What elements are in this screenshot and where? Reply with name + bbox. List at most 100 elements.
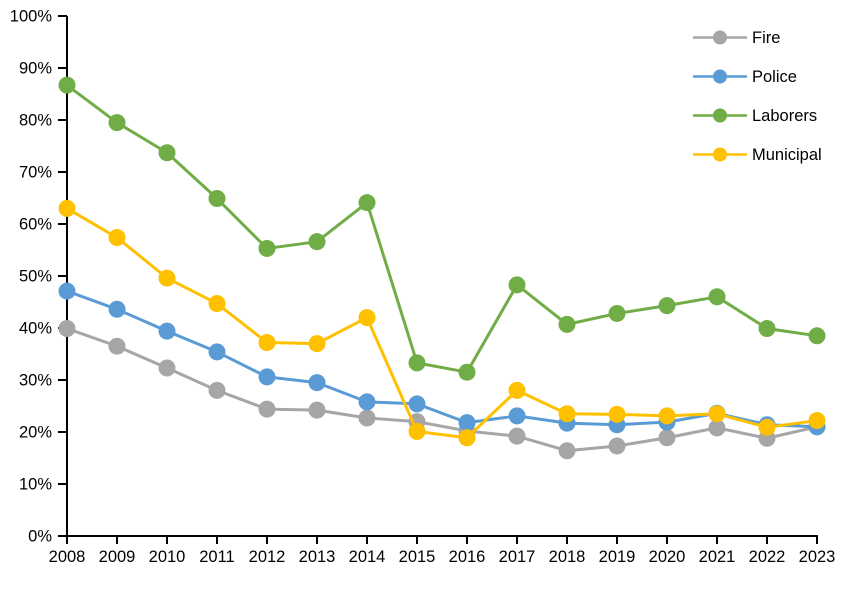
x-axis-tick-label: 2015 <box>399 548 436 566</box>
point-municipal-2017 <box>508 381 526 399</box>
y-axis-tick-label: 0% <box>28 528 52 546</box>
point-fire-2019 <box>608 437 626 455</box>
legend-label-municipal: Municipal <box>752 146 822 164</box>
point-fire-2017 <box>508 427 526 445</box>
point-laborers-2022 <box>758 320 776 338</box>
point-laborers-2018 <box>558 315 576 333</box>
point-municipal-2019 <box>608 405 626 423</box>
series-line-fire <box>65 327 819 453</box>
point-laborers-2013 <box>308 233 326 251</box>
point-laborers-2023 <box>808 327 826 345</box>
point-municipal-2013 <box>308 335 326 353</box>
series-laborers <box>58 76 826 381</box>
y-axis-tick-label: 60% <box>19 216 52 234</box>
point-municipal-2018 <box>558 405 576 423</box>
y-axis-tick-label: 80% <box>19 112 52 130</box>
point-laborers-2021 <box>708 288 726 306</box>
point-police-2013 <box>308 374 326 392</box>
point-fire-2018 <box>558 442 576 460</box>
legend-item-police: Police <box>693 68 797 86</box>
x-axis-tick-label: 2019 <box>599 548 636 566</box>
y-axis-tick-label: 10% <box>19 476 52 494</box>
point-municipal-2021 <box>708 405 726 423</box>
legend-marker-municipal <box>713 147 727 162</box>
x-axis-tick-label: 2013 <box>299 548 336 566</box>
series-fire <box>58 320 826 460</box>
x-axis-tick-label: 2022 <box>749 548 786 566</box>
point-laborers-2011 <box>208 190 226 208</box>
point-municipal-2023 <box>808 412 826 430</box>
point-municipal-2020 <box>658 407 676 425</box>
point-police-2016 <box>458 414 476 432</box>
point-laborers-2015 <box>408 354 426 372</box>
x-axis-tick-label: 2012 <box>249 548 286 566</box>
x-axis-tick-label: 2020 <box>649 548 686 566</box>
point-fire-2013 <box>308 401 326 419</box>
point-municipal-2012 <box>258 334 276 352</box>
legend-item-fire: Fire <box>693 29 780 47</box>
point-municipal-2009 <box>108 229 126 247</box>
point-laborers-2009 <box>108 114 126 132</box>
point-municipal-2015 <box>408 422 426 440</box>
legend-label-laborers: Laborers <box>752 107 817 125</box>
point-police-2010 <box>158 322 176 340</box>
x-axis-tick-label: 2023 <box>799 548 836 566</box>
point-municipal-2008 <box>58 199 76 217</box>
y-axis-tick-label: 40% <box>19 320 52 338</box>
series-municipal <box>58 199 826 447</box>
point-fire-2009 <box>108 337 126 355</box>
series-line-municipal <box>65 206 819 440</box>
legend-label-fire: Fire <box>752 29 780 47</box>
x-axis-tick-label: 2010 <box>149 548 186 566</box>
x-axis-tick-label: 2017 <box>499 548 536 566</box>
y-axis-tick-label: 30% <box>19 372 52 390</box>
y-axis-tick-label: 90% <box>19 60 52 78</box>
x-axis-tick-label: 2011 <box>199 548 234 566</box>
point-police-2008 <box>58 282 76 300</box>
point-municipal-2014 <box>358 309 376 327</box>
legend-item-laborers: Laborers <box>693 107 817 125</box>
point-police-2009 <box>108 300 126 318</box>
x-axis-tick-label: 2018 <box>549 548 586 566</box>
legend-item-municipal: Municipal <box>693 146 822 164</box>
x-axis-tick-label: 2009 <box>99 548 136 566</box>
point-laborers-2019 <box>608 304 626 322</box>
point-municipal-2022 <box>758 418 776 436</box>
point-fire-2010 <box>158 359 176 377</box>
x-axis-tick-label: 2021 <box>699 548 736 566</box>
axes: 0% 10% 20% 30% 40% 50% 60% 70% 80% 90% 100% 2008 200… <box>10 8 836 567</box>
legend-marker-fire <box>713 30 727 45</box>
x-axis-tick-label: 2008 <box>49 548 86 566</box>
point-police-2015 <box>408 395 426 413</box>
y-axis-tick-label: 50% <box>19 268 52 286</box>
point-police-2017 <box>508 407 526 425</box>
legend: Fire Police Laborers Municipal <box>693 29 822 164</box>
point-laborers-2017 <box>508 276 526 294</box>
point-laborers-2010 <box>158 144 176 162</box>
legend-marker-police <box>713 69 727 84</box>
point-municipal-2011 <box>208 295 226 313</box>
legend-label-police: Police <box>752 68 797 86</box>
y-axis-tick-label: 100% <box>10 8 53 26</box>
point-laborers-2014 <box>358 194 376 212</box>
point-fire-2012 <box>258 400 276 418</box>
point-fire-2021 <box>708 419 726 437</box>
point-fire-2020 <box>658 429 676 447</box>
point-laborers-2016 <box>458 363 476 381</box>
series-line-police <box>65 289 819 429</box>
point-fire-2014 <box>358 409 376 427</box>
x-axis-tick-label: 2016 <box>449 548 486 566</box>
point-fire-2011 <box>208 381 226 399</box>
point-police-2012 <box>258 368 276 386</box>
point-municipal-2016 <box>458 429 476 447</box>
point-laborers-2008 <box>58 76 76 94</box>
legend-marker-laborers <box>713 108 727 123</box>
point-laborers-2020 <box>658 297 676 315</box>
y-axis-tick-label: 20% <box>19 424 52 442</box>
y-axis-tick-label: 70% <box>19 164 52 182</box>
point-police-2014 <box>358 393 376 411</box>
point-police-2011 <box>208 343 226 361</box>
point-laborers-2012 <box>258 239 276 257</box>
